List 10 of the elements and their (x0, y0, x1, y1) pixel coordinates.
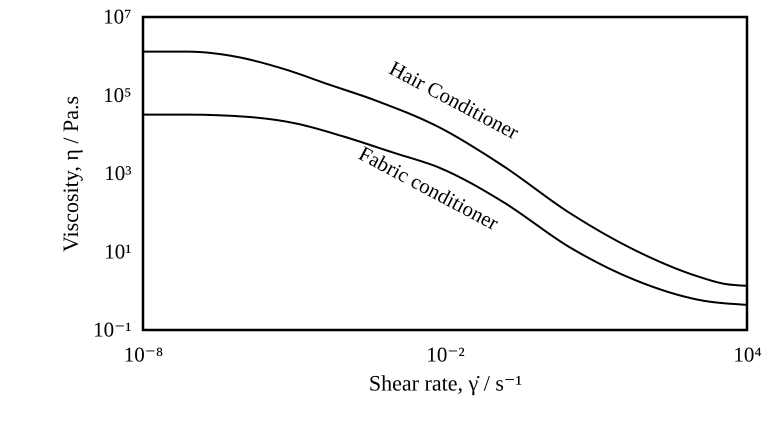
x-tick-label: 10⁻² (426, 342, 465, 366)
y-tick-label: 10⁵ (103, 82, 132, 107)
y-axis-title: Viscosity, η / Pa.s (58, 96, 84, 252)
y-tick-label: 10⁷ (103, 4, 132, 28)
x-axis-title: Shear rate, γ̇ / s⁻¹ (368, 370, 522, 396)
x-tick-label: 10⁻⁸ (124, 342, 164, 366)
y-tick-label: 10⁻¹ (93, 318, 132, 342)
y-tick-label: 10¹ (104, 239, 132, 264)
y-tick-label: 10³ (104, 161, 132, 185)
x-tick-label: 10⁴ (733, 342, 762, 366)
